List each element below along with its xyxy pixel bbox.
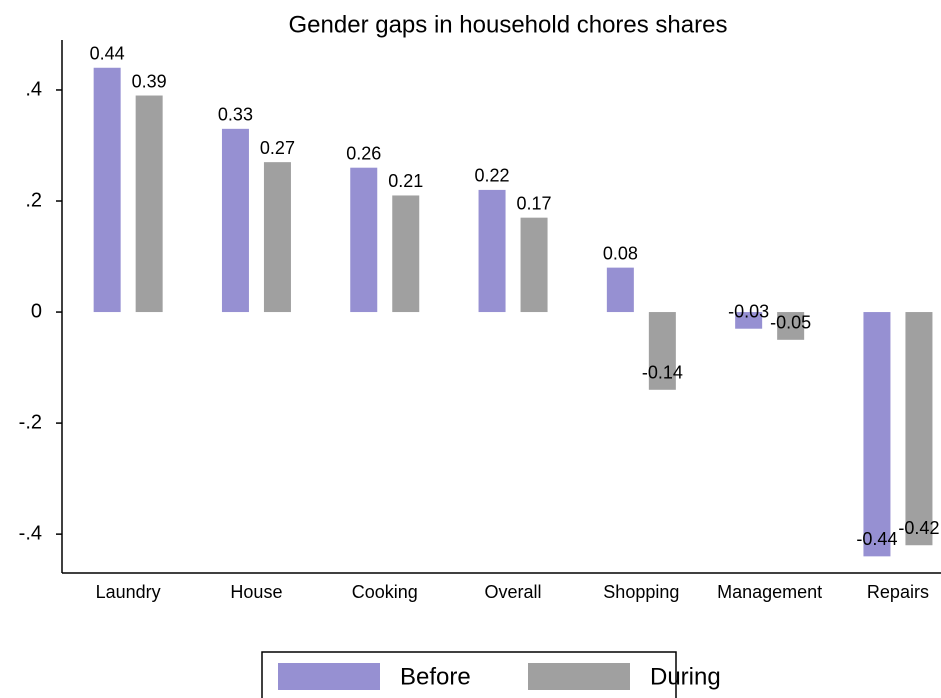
x-tick-label: Repairs (867, 582, 929, 602)
x-tick-label: Management (717, 582, 822, 602)
legend-label: During (650, 663, 721, 690)
value-label: -0.03 (728, 301, 769, 321)
value-label: -0.44 (856, 529, 897, 549)
y-tick-label: -.2 (19, 411, 42, 433)
legend-label: Before (400, 663, 471, 690)
bar (478, 189, 506, 313)
value-label: 0.21 (388, 171, 423, 191)
value-label: -0.05 (770, 313, 811, 333)
x-tick-label: House (230, 582, 282, 602)
bar (350, 167, 378, 313)
value-label: 0.08 (603, 243, 638, 263)
chart-title: Gender gaps in household chores shares (289, 11, 728, 38)
bar (648, 312, 676, 390)
value-label: 0.27 (260, 138, 295, 158)
value-label: 0.33 (218, 105, 253, 125)
x-tick-label: Cooking (352, 582, 418, 602)
bar (263, 162, 291, 313)
y-tick-label: -.4 (19, 522, 42, 544)
bar (863, 312, 891, 557)
x-tick-label: Laundry (96, 582, 161, 602)
y-tick-label: .4 (25, 78, 42, 100)
value-label: 0.44 (90, 44, 125, 64)
value-label: 0.26 (346, 143, 381, 163)
bar (905, 312, 933, 546)
y-tick-label: 0 (31, 300, 42, 322)
bar (221, 128, 249, 313)
x-tick-label: Overall (485, 582, 542, 602)
bar (135, 95, 163, 313)
bar (735, 312, 763, 329)
bar (777, 312, 805, 340)
value-label: -0.42 (898, 518, 939, 538)
bar (520, 217, 548, 313)
bar (392, 195, 420, 313)
legend-swatch (528, 663, 630, 690)
value-label: 0.39 (132, 71, 167, 91)
bar (93, 67, 121, 313)
legend-box (261, 651, 677, 698)
y-tick-label: .2 (25, 189, 42, 211)
x-tick-label: Shopping (603, 582, 679, 602)
bar (606, 267, 634, 313)
value-label: 0.17 (517, 193, 552, 213)
legend-swatch (278, 663, 380, 690)
value-label: -0.14 (642, 363, 683, 383)
value-label: 0.22 (475, 166, 510, 186)
